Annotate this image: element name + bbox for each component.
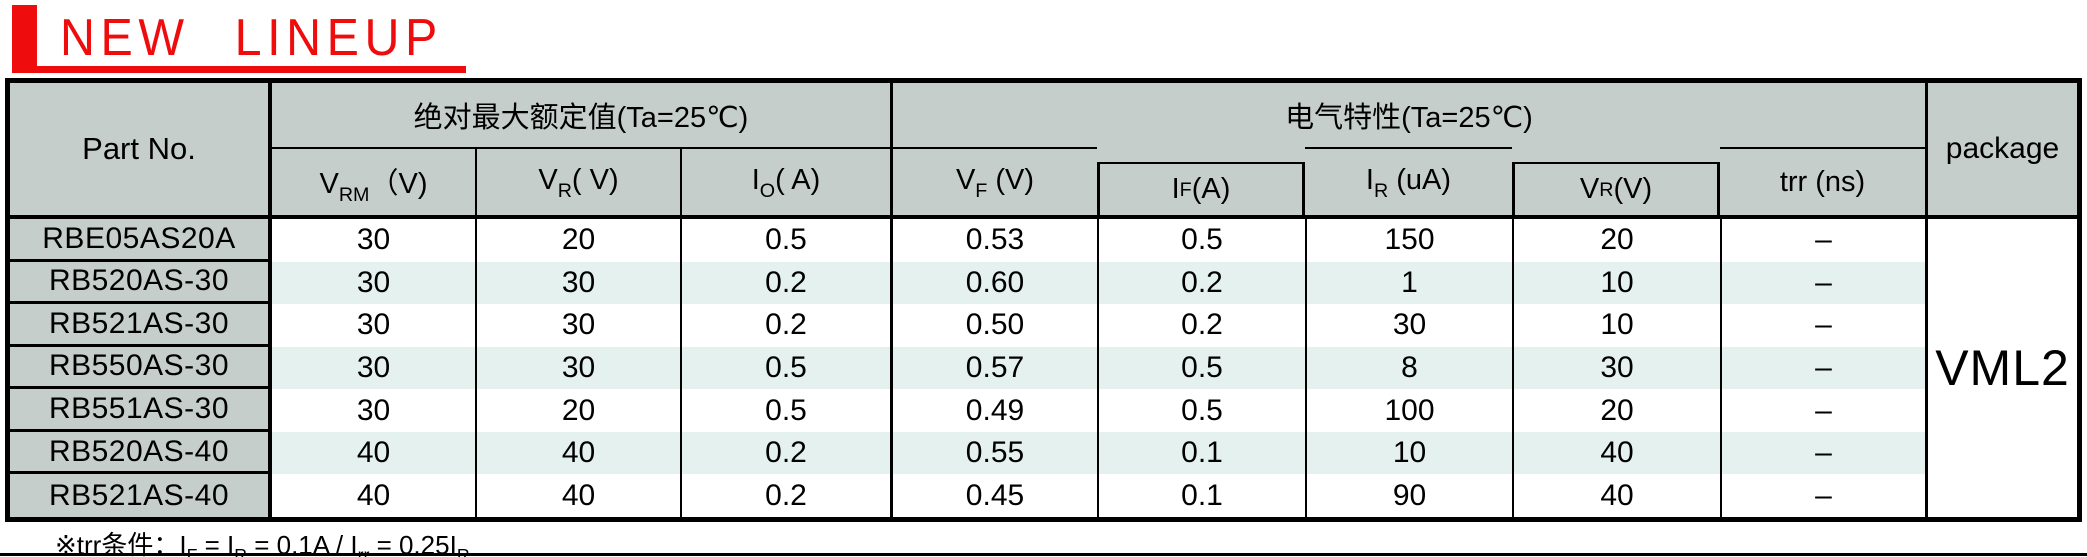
value-cell-vr-condition: 30 [1512,346,1720,390]
column-header-vrm-label: VRM（V) [319,167,428,206]
value-cell-ir: 90 [1305,474,1512,517]
value-cell-if-condition: 0.1 [1097,431,1305,475]
package-value: VML2 [1925,219,2077,517]
value-cell-ir: 8 [1305,346,1512,390]
column-header-package: package [1925,83,2077,219]
value-cell-vf: 0.45 [890,474,1097,517]
value-cell-if-condition: 0.5 [1097,219,1305,262]
page-title: NEW LINEUP [60,9,443,67]
value-cell-vf: 0.60 [890,261,1097,305]
value-cell-vr-condition: 10 [1512,304,1720,347]
trr-condition-note: ※trr条件：IF = IR = 0.1A / Irr = 0.25IR [55,530,470,557]
value-cell-vr-condition: 10 [1512,261,1720,305]
part-no-cell: RB521AS-30 [10,304,272,347]
value-cell-io: 0.2 [680,304,890,347]
value-cell-vrm: 30 [272,261,475,305]
value-cell-io: 0.5 [680,389,890,432]
value-cell-trr: – [1720,304,1925,347]
new-lineup-banner: NEW LINEUP [0,0,2087,78]
part-no-cell: RB520AS-30 [10,261,272,305]
column-header-trr: trr (ns) [1720,147,1925,219]
value-cell-vrm: 40 [272,474,475,517]
value-cell-trr: – [1720,431,1925,475]
value-cell-vr-condition: 20 [1512,389,1720,432]
column-header-part-no: Part No. [10,83,272,219]
value-cell-ir: 150 [1305,219,1512,262]
value-cell-trr: – [1720,389,1925,432]
column-header-io-label: IO( A) [751,163,821,202]
column-header-vr-max: VR( V) [475,147,680,219]
value-cell-trr: – [1720,219,1925,262]
value-cell-vrm: 30 [272,389,475,432]
value-cell-vf: 0.55 [890,431,1097,475]
value-cell-if-condition: 0.1 [1097,474,1305,517]
part-no-cell: RB550AS-30 [10,346,272,390]
value-cell-io: 0.2 [680,261,890,305]
column-header-vr-max-label: VR( V) [538,163,619,202]
column-header-ir: IR (uA) [1305,147,1512,219]
value-cell-vf: 0.50 [890,304,1097,347]
column-header-io: IO( A) [680,147,890,219]
column-header-ir-label: IR (uA) [1365,163,1452,202]
value-cell-vr-max: 30 [475,304,680,347]
value-cell-vr-max: 20 [475,219,680,262]
part-no-cell: RB520AS-40 [10,431,272,475]
value-cell-ir: 1 [1305,261,1512,305]
value-cell-vr-condition: 20 [1512,219,1720,262]
column-header-vf-label: VF (V) [955,163,1035,202]
value-cell-io: 0.2 [680,431,890,475]
group-header-absolute-max-ratings: 绝对最大额定值(Ta=25℃) [272,83,890,147]
value-cell-vr-condition: 40 [1512,474,1720,517]
value-cell-if-condition: 0.2 [1097,304,1305,347]
value-cell-vf: 0.57 [890,346,1097,390]
value-cell-io: 0.5 [680,219,890,262]
banner-underline [36,66,466,73]
part-no-cell: RB551AS-30 [10,389,272,432]
value-cell-vf: 0.49 [890,389,1097,432]
column-header-vrm: VRM（V) [272,147,475,219]
value-cell-vr-max: 30 [475,261,680,305]
value-cell-vr-max: 30 [475,346,680,390]
value-cell-ir: 30 [1305,304,1512,347]
part-no-cell: RBE05AS20A [10,219,272,262]
part-no-cell: RB521AS-40 [10,474,272,517]
column-header-vf: VF (V) [890,147,1097,219]
value-cell-vrm: 40 [272,431,475,475]
value-cell-vrm: 30 [272,304,475,347]
value-cell-ir: 10 [1305,431,1512,475]
value-cell-if-condition: 0.2 [1097,261,1305,305]
column-header-trr-label: trr (ns) [1779,165,1866,198]
value-cell-trr: – [1720,261,1925,305]
parts-lineup-table: Part No. 绝对最大额定值(Ta=25℃) 电气特性(Ta=25℃) pa… [5,78,2082,522]
bottom-rule [0,553,2087,556]
value-cell-vr-max: 40 [475,474,680,517]
value-cell-trr: – [1720,474,1925,517]
value-cell-ir: 100 [1305,389,1512,432]
value-cell-vrm: 30 [272,346,475,390]
value-cell-io: 0.5 [680,346,890,390]
value-cell-vrm: 30 [272,219,475,262]
value-cell-vr-max: 20 [475,389,680,432]
value-cell-vr-max: 40 [475,431,680,475]
value-cell-if-condition: 0.5 [1097,389,1305,432]
banner-accent-block [12,5,37,73]
group-header-electrical-characteristics: 电气特性(Ta=25℃) [890,83,1925,147]
value-cell-trr: – [1720,346,1925,390]
value-cell-vf: 0.53 [890,219,1097,262]
value-cell-io: 0.2 [680,474,890,517]
value-cell-vr-condition: 40 [1512,431,1720,475]
value-cell-if-condition: 0.5 [1097,346,1305,390]
